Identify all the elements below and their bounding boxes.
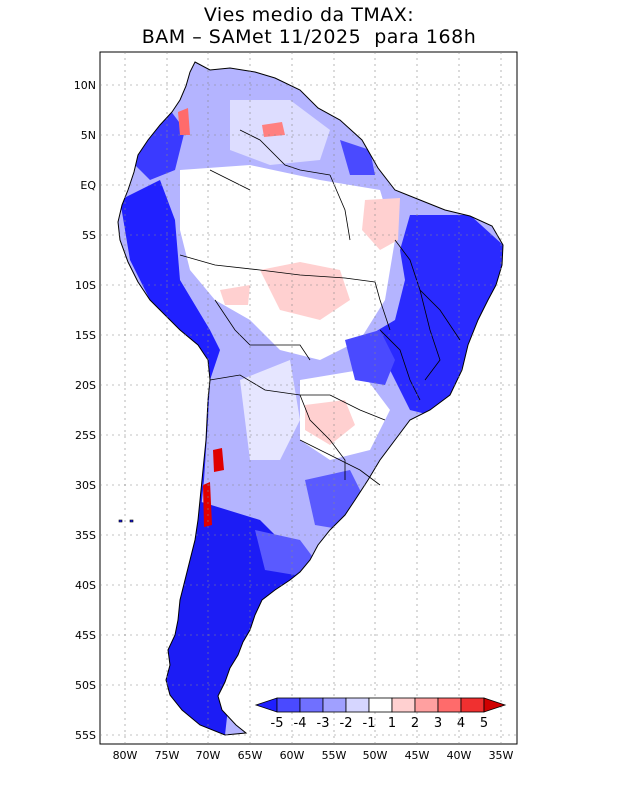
lon-tick-label: 35W: [489, 749, 514, 762]
colorbar-swatch: [276, 697, 301, 713]
colorbar-swatch: [391, 697, 416, 713]
colorbar-swatch: [460, 697, 485, 713]
lat-tick-label: 5S: [82, 229, 96, 242]
country-borders: [179, 129, 461, 486]
colorbar-label: -4: [294, 716, 307, 731]
title-line-1: Vies medio da TMAX:: [203, 4, 415, 26]
longitude-labels: 80W 75W 70W 65W 60W 55W 50W 45W 40W 35W: [113, 749, 514, 762]
colorbar-label: 4: [457, 716, 465, 731]
lat-tick-label: 5N: [81, 129, 96, 142]
lon-tick-label: 55W: [322, 749, 347, 762]
colorbar-swatch: [368, 697, 393, 713]
colorbar-swatch: [483, 697, 507, 713]
lat-tick-label: 35S: [75, 529, 96, 542]
lat-tick-label: EQ: [80, 179, 96, 192]
grid-lines: [100, 52, 517, 744]
title-line-2: BAM – SAMet 11/2025 para 168h: [141, 26, 477, 48]
colorbar: -5 -4 -3 -2 -1 1 2 3 4 5: [254, 697, 507, 731]
lon-tick-label: 50W: [363, 749, 388, 762]
lat-tick-label: 25S: [75, 429, 96, 442]
lon-tick-label: 80W: [113, 749, 138, 762]
colorbar-swatch: [437, 697, 462, 713]
colorbar-label: -3: [317, 716, 330, 731]
lon-tick-label: 65W: [238, 749, 263, 762]
islands: [118, 519, 134, 523]
colorbar-label: 2: [411, 716, 419, 731]
lat-tick-label: 15S: [75, 329, 96, 342]
lon-tick-label: 40W: [447, 749, 472, 762]
lon-tick-label: 60W: [280, 749, 305, 762]
colorbar-swatch: [345, 697, 370, 713]
lat-tick-label: 20S: [75, 379, 96, 392]
lat-tick-label: 10S: [75, 279, 96, 292]
latitude-labels: 10N 5N EQ 5S 10S 15S 20S 25S 30S 35S 40S…: [74, 79, 97, 742]
lat-tick-label: 45S: [75, 629, 96, 642]
lat-tick-label: 10N: [74, 79, 96, 92]
colorbar-label: 3: [434, 716, 442, 731]
lat-tick-label: 30S: [75, 479, 96, 492]
lon-tick-label: 70W: [196, 749, 221, 762]
colorbar-label: -2: [340, 716, 353, 731]
colorbar-label: 1: [388, 716, 396, 731]
lat-tick-label: 55S: [75, 729, 96, 742]
colorbar-label: -5: [271, 716, 284, 731]
colorbar-swatch: [299, 697, 324, 713]
lat-tick-label: 50S: [75, 679, 96, 692]
lon-tick-label: 75W: [155, 749, 180, 762]
colorbar-label: -1: [363, 716, 376, 731]
lon-tick-label: 45W: [405, 749, 430, 762]
colorbar-swatch: [322, 697, 347, 713]
colorbar-label: 5: [480, 716, 488, 731]
colorbar-swatch: [414, 697, 439, 713]
map-title: Vies medio da TMAX: BAM – SAMet 11/2025 …: [0, 4, 618, 48]
lat-tick-label: 40S: [75, 579, 96, 592]
